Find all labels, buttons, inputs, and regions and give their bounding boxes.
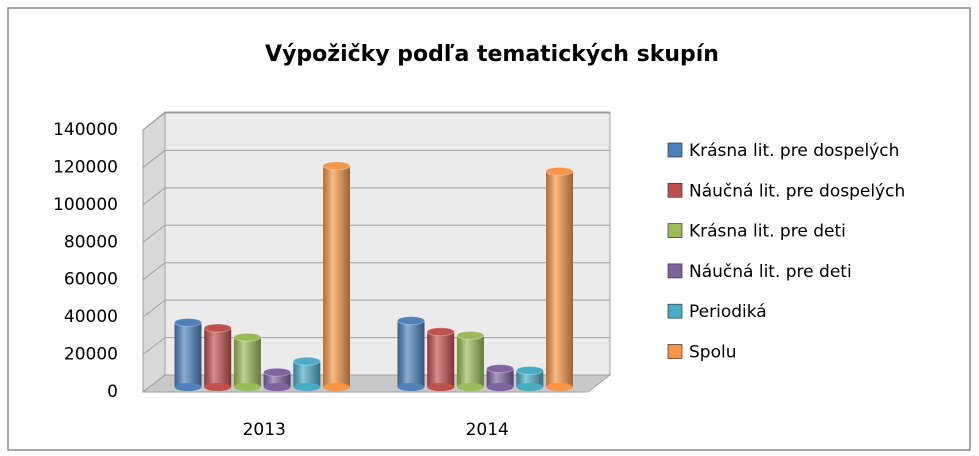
- y-tick-label: 20000: [64, 345, 118, 365]
- bar-bottom: [293, 383, 321, 391]
- bar: [174, 317, 202, 391]
- legend-swatch: [667, 142, 683, 158]
- y-tick-label: 100000: [53, 195, 118, 215]
- y-tick-label: 140000: [53, 120, 118, 140]
- bar-bottom: [427, 383, 455, 391]
- y-tick-label: 120000: [53, 157, 118, 177]
- bar-shade: [397, 320, 425, 387]
- bar: [456, 330, 485, 391]
- x-tick-label: 2014: [466, 420, 509, 440]
- bar-shade: [486, 368, 514, 387]
- legend-swatch: [667, 182, 683, 198]
- bar-bottom: [486, 383, 514, 391]
- bar-top: [322, 161, 351, 171]
- bar-shade: [174, 322, 202, 387]
- legend-swatch: [667, 263, 683, 279]
- bar: [203, 323, 232, 391]
- legend-label: Náučná lit. pre dospelých: [689, 181, 905, 201]
- y-tick-label: 40000: [64, 307, 118, 327]
- bar-bottom: [174, 383, 202, 391]
- bar: [263, 367, 292, 391]
- bar-shade: [263, 372, 291, 387]
- bar-bottom: [546, 383, 573, 391]
- bar: [545, 166, 574, 391]
- legend-label: Náučná lit. pre deti: [689, 262, 852, 282]
- bar: [426, 327, 455, 391]
- bar-shade: [516, 370, 544, 387]
- bar-top: [292, 356, 321, 366]
- bar: [233, 332, 262, 391]
- bar: [322, 161, 351, 391]
- bar-shade: [323, 165, 350, 387]
- y-tick-label: 60000: [64, 270, 118, 290]
- legend-swatch: [667, 344, 683, 359]
- grid-line: [142, 112, 610, 131]
- legend-label: Spolu: [689, 343, 736, 363]
- chart-title: Výpožičky podľa tematických skupín: [265, 42, 719, 67]
- grid-line: [142, 187, 610, 206]
- grid-line: [142, 299, 610, 318]
- bar-shade: [293, 361, 321, 387]
- bar-top: [203, 323, 232, 333]
- bar-top: [515, 365, 544, 375]
- x-tick-label: 2013: [243, 420, 286, 440]
- bar-bottom: [204, 383, 232, 391]
- legend-swatch: [667, 303, 683, 319]
- bar-top: [397, 316, 425, 326]
- back-wall: [164, 111, 611, 376]
- side-wall: [142, 110, 166, 394]
- bar-top: [263, 367, 292, 377]
- legend-swatch: [667, 223, 683, 238]
- legend-label: Krásna lit. pre dospelých: [689, 141, 899, 161]
- bar-bottom: [263, 383, 291, 391]
- bar-top: [486, 364, 515, 374]
- bar-shade: [456, 335, 484, 387]
- bar-top: [233, 332, 262, 342]
- legend-label: Krásna lit. pre deti: [689, 222, 846, 242]
- bar-top: [545, 166, 574, 176]
- bar-bottom: [397, 383, 425, 391]
- y-tick-label: 0: [107, 382, 118, 402]
- bar: [292, 356, 321, 391]
- bar: [515, 365, 544, 391]
- bar-bottom: [456, 383, 484, 391]
- grid-line: [142, 224, 610, 243]
- bar: [397, 316, 425, 391]
- bar-shade: [204, 328, 232, 387]
- bar: [486, 364, 515, 391]
- y-tick-label: 80000: [64, 232, 118, 252]
- legend-label: Periodiká: [689, 302, 767, 322]
- bar-top: [426, 327, 455, 337]
- bar-top: [456, 330, 485, 340]
- grid-line: [142, 262, 610, 281]
- bar-shade: [546, 171, 573, 387]
- grid-line: [142, 149, 610, 168]
- bar-top: [174, 317, 202, 327]
- bar-shade: [427, 331, 455, 387]
- bar-shade: [233, 337, 261, 387]
- bar-bottom: [516, 383, 544, 391]
- bar-bottom: [233, 383, 261, 391]
- bar-bottom: [323, 383, 350, 391]
